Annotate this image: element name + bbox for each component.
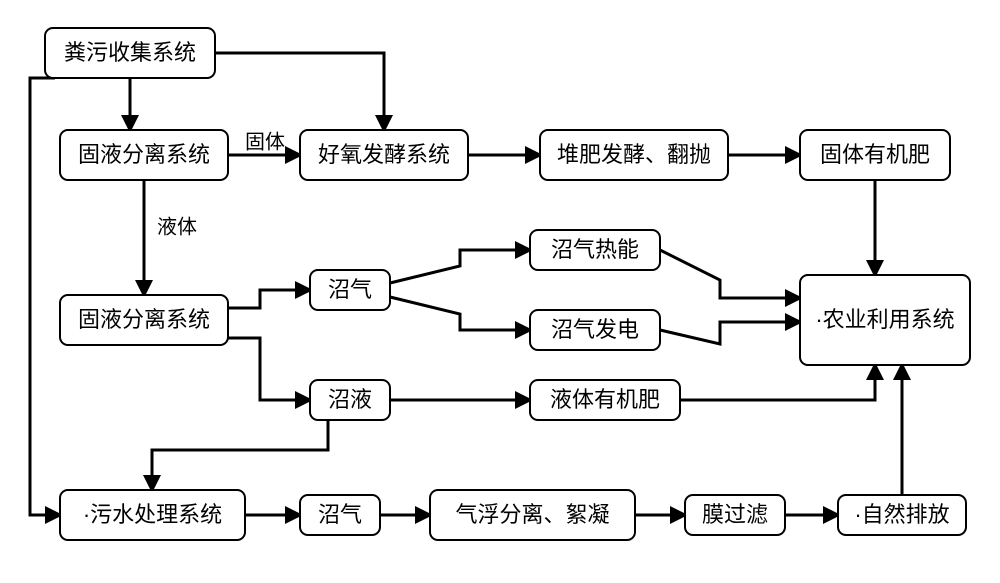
- node-sep1: 固液分离系统: [60, 130, 228, 180]
- node-heat: 沼气热能: [530, 230, 660, 270]
- edge-label-solid: 固体: [245, 130, 285, 153]
- edge-power_ag: [660, 322, 800, 344]
- node-label-discharge: ·自然排放: [854, 502, 949, 527]
- node-flot: 气浮分离、絮凝: [430, 490, 635, 540]
- flow-diagram: 固体液体粪污收集系统固液分离系统好氧发酵系统堆肥发酵、翻抛固体有机肥固液分离系统…: [0, 0, 1000, 583]
- node-compost: 堆肥发酵、翻抛: [540, 130, 728, 180]
- node-discharge: ·自然排放: [838, 495, 966, 535]
- node-label-aerobic: 好氧发酵系统: [318, 142, 450, 167]
- node-ag: ·农业利用系统: [800, 275, 970, 365]
- node-power: 沼气发电: [530, 310, 660, 350]
- node-label-sep2: 固液分离系统: [78, 307, 210, 332]
- node-label-collect: 粪污收集系统: [64, 40, 196, 65]
- node-label-compost: 堆肥发酵、翻抛: [557, 142, 711, 167]
- node-membrane: 膜过滤: [685, 495, 785, 535]
- edge-collect_aerobic: [215, 53, 384, 130]
- node-label-membrane: 膜过滤: [702, 502, 768, 527]
- node-liquor: 沼液: [310, 380, 390, 420]
- edge-sep2_liquor: [228, 338, 310, 400]
- node-label-sewage: ·污水处理系统: [83, 502, 222, 527]
- edge-collect_sewage: [30, 78, 60, 515]
- edge-liqfert_ag: [680, 365, 875, 400]
- edge-liquor_sewage: [152, 420, 328, 490]
- node-collect: 粪污收集系统: [45, 28, 215, 78]
- edge-biogas1_power: [390, 297, 530, 330]
- node-biogas2: 沼气: [300, 495, 380, 535]
- node-biogas1: 沼气: [310, 270, 390, 310]
- node-label-solidfert: 固体有机肥: [820, 142, 930, 167]
- node-aerobic: 好氧发酵系统: [300, 130, 468, 180]
- edge-heat_ag: [660, 250, 800, 298]
- node-sep2: 固液分离系统: [60, 295, 228, 345]
- node-label-power: 沼气发电: [551, 317, 639, 342]
- edge-sep2_biogas1: [228, 290, 310, 308]
- edge-biogas1_heat: [390, 250, 530, 283]
- node-label-liqfert: 液体有机肥: [550, 387, 660, 412]
- node-liqfert: 液体有机肥: [530, 380, 680, 420]
- node-label-biogas2: 沼气: [318, 502, 362, 527]
- node-label-flot: 气浮分离、絮凝: [455, 502, 609, 527]
- node-label-heat: 沼气热能: [551, 237, 639, 262]
- node-label-ag: ·农业利用系统: [815, 307, 954, 332]
- node-solidfert: 固体有机肥: [800, 130, 950, 180]
- node-label-liquor: 沼液: [328, 387, 372, 412]
- node-label-biogas1: 沼气: [328, 277, 372, 302]
- node-sewage: ·污水处理系统: [60, 490, 245, 540]
- edge-label-liquid: 液体: [157, 215, 197, 238]
- node-label-sep1: 固液分离系统: [78, 142, 210, 167]
